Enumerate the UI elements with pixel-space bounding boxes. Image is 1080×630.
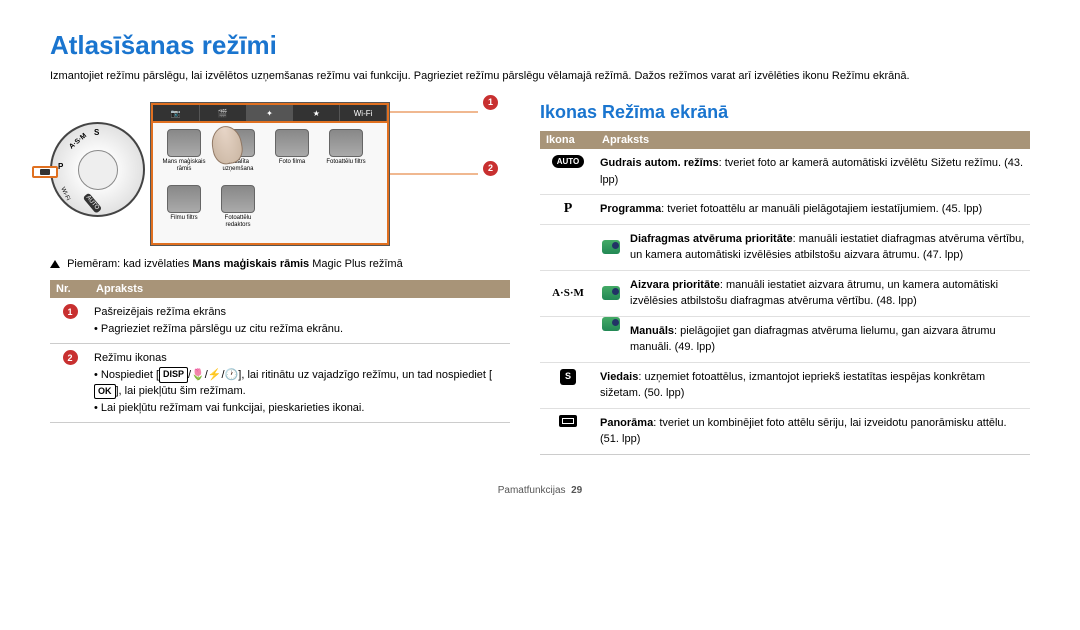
dial-label-auto: AUTO: [83, 193, 102, 214]
table-row: 2 Režīmu ikonas • Nospiediet [DISP/🌷/⚡/🕐…: [50, 344, 510, 423]
tab-magic-icon: ✦: [247, 105, 294, 121]
screen-tab-bar: 📷 🎬 ✦ ★ Wi-Fi: [151, 103, 389, 123]
example-note: Piemēram: kad izvēlaties Mans maģiskais …: [50, 258, 510, 270]
app-icon: Filmu filtrs: [159, 185, 209, 237]
badge-1: 1: [63, 304, 78, 319]
table-row: 1 Pašreizējais režīma ekrāns • Pagriezie…: [50, 298, 510, 344]
table-row: Diafragmas atvēruma prioritāte: manuāli …: [540, 225, 1030, 271]
badge-2: 2: [63, 350, 78, 365]
page-footer: Pamatfunkcijas 29: [50, 485, 1030, 496]
table-row: A·S·M Aizvara prioritāte: manuāli iestat…: [540, 271, 1030, 317]
panorama-mode-icon: [559, 415, 577, 427]
section-title: Ikonas Režīma ekrānā: [540, 102, 1030, 123]
tab-video-icon: 🎬: [200, 105, 247, 121]
table-row: P Programma: tveriet fotoattēlu ar manuā…: [540, 195, 1030, 225]
page-title: Atlasīšanas režīmi: [50, 30, 1030, 61]
callout-lines: [390, 94, 500, 224]
left-column: P A·S·M S AUTO Wi-Fi 📷 🎬 ✦ ★ Wi-Fi: [50, 102, 510, 455]
screen-illustration: 📷 🎬 ✦ ★ Wi-Fi Mans maģiskais rāmis Sadal…: [150, 102, 390, 246]
app-icon: Fotoattēlu filtrs: [321, 129, 371, 181]
triangle-icon: [50, 260, 60, 268]
left-table-header: Nr. Apraksts: [50, 280, 510, 298]
table-row: Panorāma: tveriet un kombinējiet foto at…: [540, 409, 1030, 455]
diagram-wrap: P A·S·M S AUTO Wi-Fi 📷 🎬 ✦ ★ Wi-Fi: [50, 102, 510, 246]
table-row: AUTO Gudrais autom. režīms: tveriet foto…: [540, 149, 1030, 195]
callout-2: 2: [483, 160, 498, 176]
aperture-priority-icon: [602, 240, 620, 254]
app-icon: Foto filma: [267, 129, 317, 181]
dial-label-p: P: [58, 162, 63, 171]
right-table-header: Ikona Apraksts: [540, 131, 1030, 149]
app-icon: Fotoattēlu redaktors: [213, 185, 263, 237]
smart-mode-icon: [560, 369, 576, 385]
tab-wifi: Wi-Fi: [340, 105, 387, 121]
table-row: Manuāls: pielāgojiet gan diafragmas atvē…: [540, 317, 1030, 363]
screen-body: Mans maģiskais rāmis Sadalīta uzņemšana …: [151, 123, 389, 245]
manual-mode-icon: [602, 317, 620, 331]
dial-label-s: S: [94, 128, 99, 137]
mode-dial-illustration: P A·S·M S AUTO Wi-Fi: [50, 122, 145, 217]
auto-mode-icon: AUTO: [552, 155, 585, 168]
dial-label-wifi: Wi-Fi: [59, 187, 70, 202]
disp-button-icon: DISP: [159, 367, 188, 383]
dial-marker: [32, 166, 58, 178]
callout-1: 1: [483, 94, 498, 110]
p-mode-icon: P: [564, 201, 573, 217]
asm-mode-icon: A·S·M: [552, 287, 584, 299]
right-column: Ikonas Režīma ekrānā Ikona Apraksts AUTO…: [540, 102, 1030, 455]
tab-camera-icon: 📷: [153, 105, 200, 121]
ok-button-icon: OK: [94, 384, 116, 400]
tab-star-icon: ★: [293, 105, 340, 121]
shutter-priority-icon: [602, 286, 620, 300]
app-icon: Mans maģiskais rāmis: [159, 129, 209, 181]
dial-label-asm: A·S·M: [68, 133, 88, 151]
two-column-layout: P A·S·M S AUTO Wi-Fi 📷 🎬 ✦ ★ Wi-Fi: [50, 102, 1030, 455]
intro-text: Izmantojiet režīmu pārslēgu, lai izvēlēt…: [50, 69, 1030, 84]
table-row: Viedais: uzņemiet fotoattēlus, izmantojo…: [540, 363, 1030, 409]
